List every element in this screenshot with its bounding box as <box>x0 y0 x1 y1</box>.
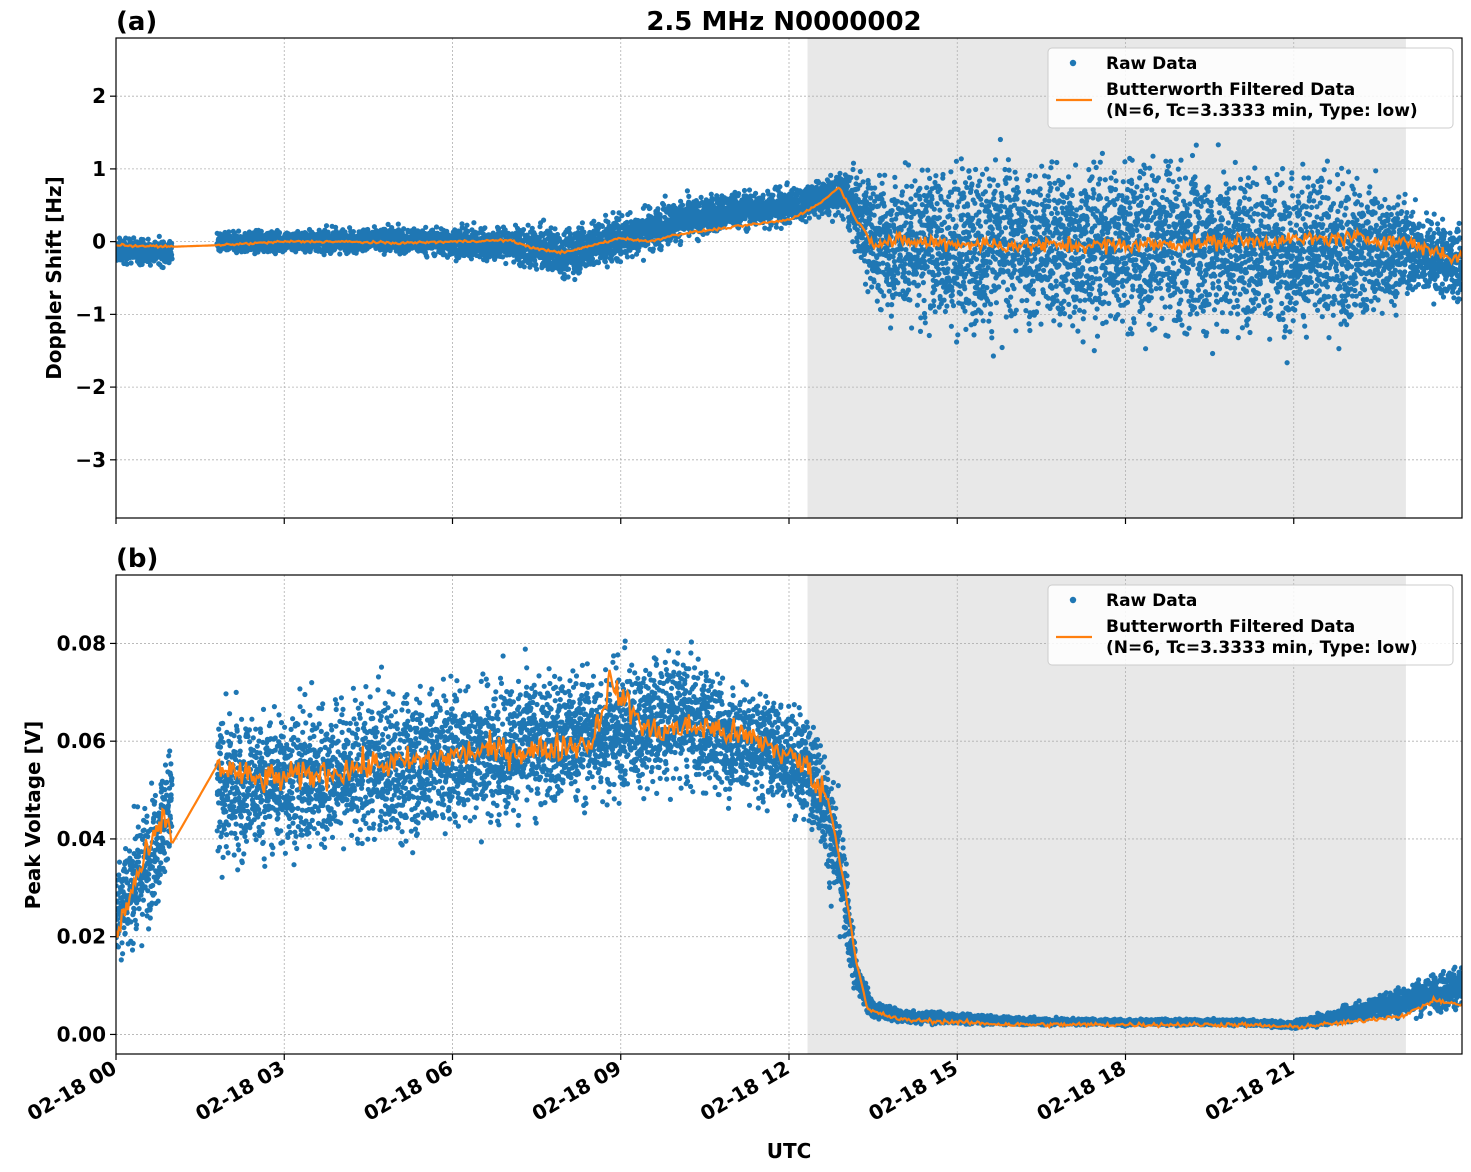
legend-filtered-label-a: Butterworth Filtered Data <box>1106 80 1355 100</box>
panel-b-ylabel: Peak Voltage [V] <box>21 721 45 910</box>
y-tick-label-b-3: 0.02 <box>57 925 106 949</box>
y-tick-label-b-2: 0.04 <box>57 827 106 851</box>
x-tick-label-1: 02-18 03 <box>191 1056 289 1126</box>
x-tick-label-7: 02-18 21 <box>1201 1056 1299 1126</box>
x-axis-label: UTC <box>767 1139 812 1163</box>
legend-raw-marker-b <box>1070 597 1076 603</box>
panel-a-plot: 2 1 0 −1 −2 −3 Raw Data Butterworth Filtered Da… <box>75 38 1464 524</box>
panel-a-label: (a) <box>116 7 157 37</box>
legend-filtered-label-b: Butterworth Filtered Data <box>1106 617 1355 637</box>
y-tick-label-b-4: 0.00 <box>57 1022 106 1046</box>
legend-filtered-params-b: (N=6, Tc=3.3333 min, Type: low) <box>1106 638 1418 658</box>
x-tick-label-2: 02-18 06 <box>359 1056 457 1126</box>
y-tick-label-a-3: −1 <box>75 302 106 326</box>
x-tick-label-3: 02-18 09 <box>528 1056 626 1126</box>
y-tick-label-a-4: −2 <box>75 375 106 399</box>
y-tick-label-b-1: 0.06 <box>57 729 106 753</box>
x-tick-label-0: 02-18 00 <box>23 1056 121 1126</box>
legend-raw-marker-a <box>1070 60 1076 66</box>
panel-b-plot: 0.08 0.06 0.04 0.02 0.00 02-18 00 02-18 03 02-1… <box>23 575 1465 1126</box>
y-tick-label-a-5: −3 <box>75 448 106 472</box>
legend-raw-label-b: Raw Data <box>1106 591 1197 611</box>
y-tick-label-a-0: 2 <box>92 84 106 108</box>
legend-b: Raw Data Butterworth Filtered Data(N=6, T… <box>1048 585 1453 665</box>
x-tick-label-6: 02-18 18 <box>1032 1056 1130 1126</box>
panel-a-ylabel: Doppler Shift [Hz] <box>42 176 66 380</box>
x-tick-label-5: 02-18 15 <box>864 1056 962 1126</box>
y-tick-label-a-1: 1 <box>92 157 106 181</box>
x-tick-label-4: 02-18 12 <box>696 1056 794 1126</box>
y-tick-label-b-0: 0.08 <box>57 631 106 655</box>
panel-b-label: (b) <box>116 544 158 574</box>
legend-filtered-params-a: (N=6, Tc=3.3333 min, Type: low) <box>1106 101 1418 121</box>
y-tick-label-a-2: 0 <box>92 230 106 254</box>
legend-raw-label-a: Raw Data <box>1106 54 1197 74</box>
figure-title: 2.5 MHz N0000002 <box>646 7 921 37</box>
legend-a: Raw Data Butterworth Filtered Data(N=6, T… <box>1048 48 1453 128</box>
